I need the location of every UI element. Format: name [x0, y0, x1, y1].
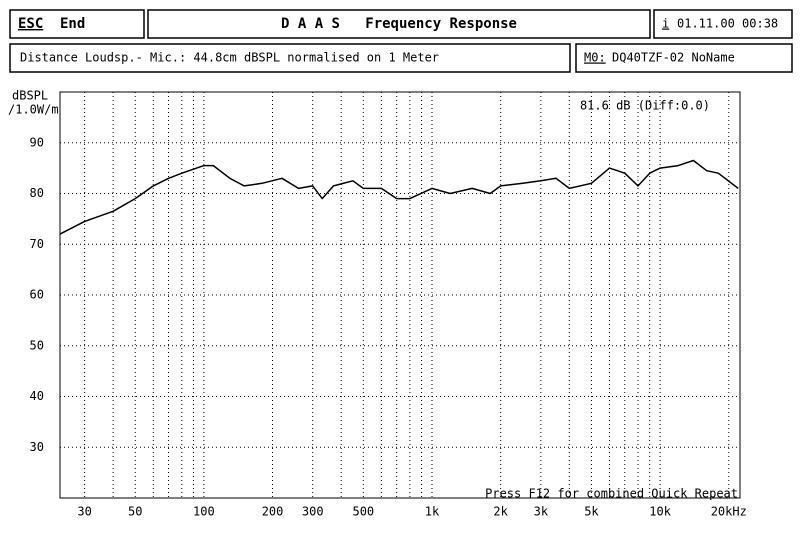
y-label: dBSPL [12, 89, 48, 103]
date-box [653, 9, 793, 39]
x-tick-label: 20kHz [711, 505, 747, 519]
distance: Distance Loudsp.- Mic.: 44.8cm dBSPL nor… [20, 51, 439, 65]
y-tick-label: 70 [30, 237, 44, 251]
y-tick-label: 90 [30, 135, 44, 149]
x-tick-label: 500 [352, 505, 374, 519]
annotation: 81.6 dB (Diff:0.0) [580, 99, 710, 113]
x-tick-label: 2k [493, 505, 508, 519]
x-tick-label: 50 [128, 505, 142, 519]
x-tick-label: 30 [77, 505, 91, 519]
x-tick-label: 1k [425, 505, 440, 519]
x-tick-label: 10k [649, 505, 671, 519]
x-tick-label: 5k [584, 505, 599, 519]
y-tick-label: 80 [30, 186, 44, 200]
footer: Press F12 for combined Quick Repeat [485, 487, 738, 501]
y-tick-label: 50 [30, 338, 44, 352]
title-box [147, 9, 651, 39]
datetime: 01.11.00 00:38 [677, 17, 778, 31]
y-tick-label: 30 [30, 440, 44, 454]
y-tick-label: 40 [30, 389, 44, 403]
esc-label[interactable]: End [60, 16, 85, 32]
esc-key[interactable]: ESC [18, 16, 43, 32]
m0-key[interactable]: M0: [584, 51, 606, 65]
device-box [575, 43, 793, 73]
y-tick-label: 60 [30, 288, 44, 302]
response-curve [59, 159, 739, 235]
device: DQ40TZF-02 NoName [612, 51, 735, 65]
title: D A A S Frequency Response [281, 16, 517, 32]
y-label: /1.0W/m [8, 103, 59, 117]
x-tick-label: 100 [193, 505, 215, 519]
x-tick-label: 3k [534, 505, 549, 519]
x-tick-label: 200 [262, 505, 284, 519]
distance-box [9, 43, 571, 73]
esc-box[interactable] [9, 9, 145, 39]
x-tick-label: 300 [302, 505, 324, 519]
info-key[interactable]: i [662, 17, 669, 31]
